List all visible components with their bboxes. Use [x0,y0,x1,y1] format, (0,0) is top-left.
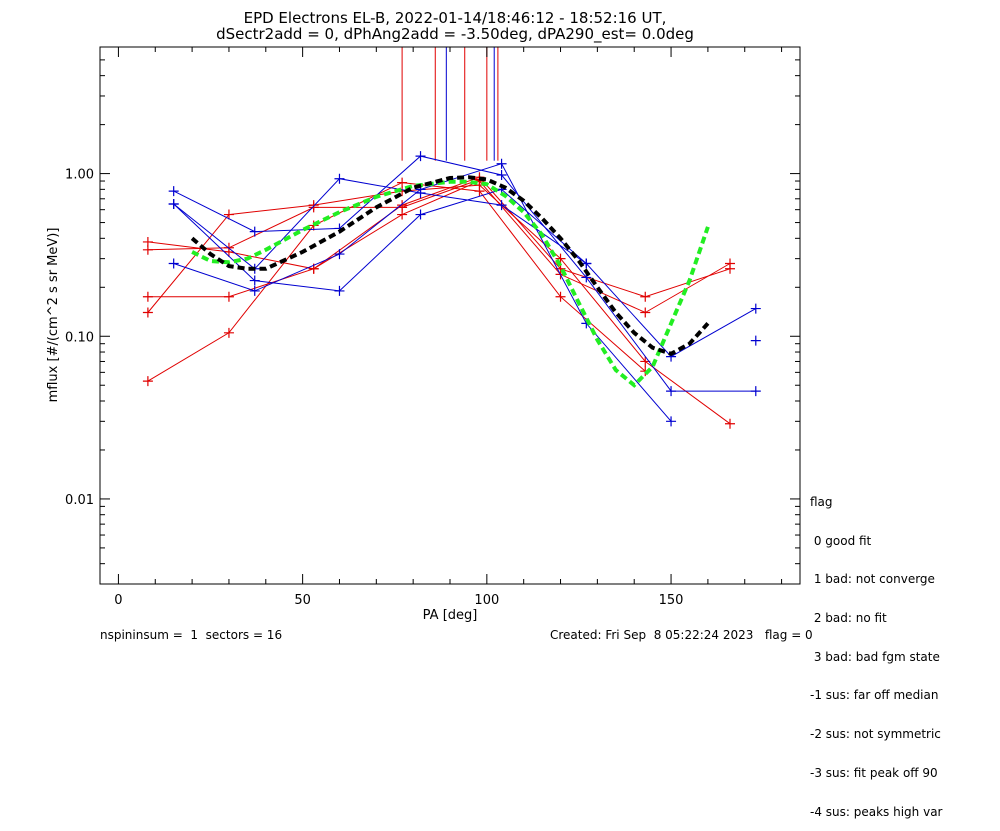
data-point [223,327,234,338]
flag-legend-item: -4 sus: peaks high var [810,804,943,819]
data-point [142,307,153,318]
data-point [750,303,761,314]
data-point [168,199,179,210]
data-point [750,335,761,346]
x-tick-label: 150 [659,593,684,608]
axes: 0 50 100 150 0.01 0.10 1.00 [65,46,800,608]
series-line [147,182,646,382]
data-point [249,285,260,296]
y-tick-label: 0.10 [65,330,94,345]
x-tick-label: 100 [474,593,499,608]
plot-frame [99,46,801,585]
data-point [142,244,153,255]
x-axis-label: PA [deg] [423,608,478,623]
data-point [142,376,153,387]
series-line [147,184,731,425]
data-point [666,386,677,397]
series-line [173,155,756,392]
data-point [415,209,426,220]
data-point [142,291,153,302]
chart-subtitle: dSectr2add = 0, dPhAng2add = -3.50deg, d… [216,25,694,44]
fit-curve-line [191,179,710,388]
data-point [496,200,507,211]
data-point [397,177,408,188]
flag-legend-item: 3 bad: bad fgm state [810,649,940,664]
data-point [308,202,319,213]
data-point [725,258,735,269]
data-point [415,187,426,198]
plot-area [142,47,761,429]
flag-legend-item: -2 sus: not symmetric [810,727,941,742]
flag-legend-item: -3 sus: fit peak off 90 [810,765,938,780]
flag-legend-item: 0 good fit [810,533,872,548]
series-line [173,178,587,270]
flag-legend-title: flag [810,494,833,509]
data-point [640,291,651,302]
y-tick-label: 0.01 [65,493,94,508]
data-point [334,285,345,296]
x-tick-label: 50 [294,593,311,608]
y-tick-label: 1.00 [65,168,94,183]
data-point [555,253,566,264]
data-point [666,416,677,427]
series-line [173,163,672,422]
data-point [249,226,260,237]
data-point [474,186,485,197]
data-point [168,186,179,197]
footer-left: nspininsum = 1 sectors = 16 [100,628,283,642]
data-point [640,307,651,318]
x-tick-label: 0 [114,593,122,608]
chart-title: EPD Electrons EL-B, 2022-01-14/18:46:12 … [244,9,667,27]
flag-legend-item: -1 sus: far off median [810,688,939,703]
flag-legend-item: 1 bad: not converge [810,572,935,587]
fit-curve-line [190,175,710,356]
series-line [173,188,757,358]
footer-right: Created: Fri Sep 8 05:22:24 2023 flag = … [550,628,813,642]
data-point [334,249,345,260]
data-point [496,158,507,169]
data-point [249,275,260,286]
data-point [555,291,566,302]
series-line [147,176,731,298]
data-point [223,209,234,220]
series-line [147,180,731,314]
data-point [334,173,345,184]
data-point [168,258,179,269]
flag-legend-item: 2 bad: no fit [810,610,887,625]
flag-legend: flag 0 good fit 1 bad: not converge 2 ba… [810,470,942,831]
y-axis-label: mflux [#/(cm^2 s sr MeV)] [46,228,61,403]
data-point [415,151,426,162]
chart: EPD Electrons EL-B, 2022-01-14/18:46:12 … [46,9,801,623]
series-line [147,179,480,251]
data-point [223,291,234,302]
data-point [308,220,319,231]
data-point [496,170,507,181]
data-point [750,386,761,397]
data-point [725,418,735,429]
